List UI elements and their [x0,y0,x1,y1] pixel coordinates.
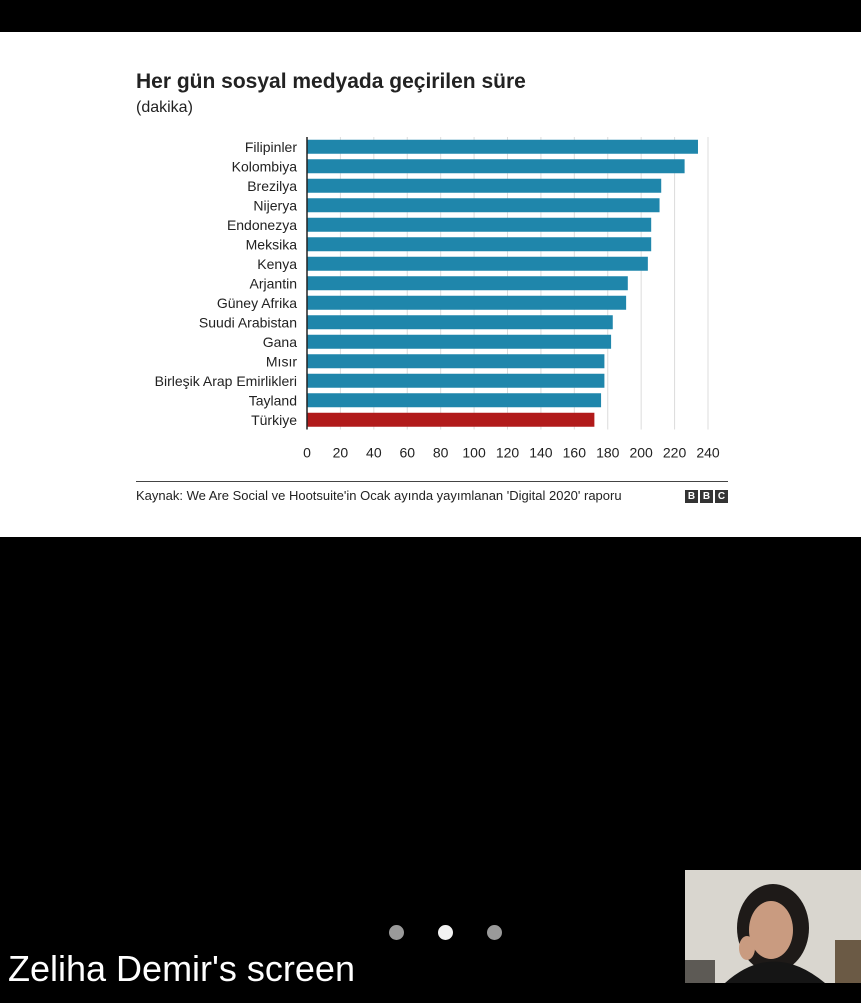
page-dot-active[interactable] [438,925,453,940]
chart-subtitle: (dakika) [136,99,193,116]
bar [307,237,652,252]
category-label: Meksika [246,236,298,252]
category-label: Nijerya [253,197,297,213]
participant-video-thumbnail[interactable] [685,870,861,983]
category-label: Güney Afrika [217,295,297,311]
x-tick-label: 200 [629,445,653,461]
page-dot[interactable] [487,925,502,940]
x-tick-label: 140 [529,445,553,461]
x-tick-label: 220 [663,445,687,461]
bar [307,256,648,271]
logo-letter: B [685,490,698,503]
category-label: Türkiye [251,412,297,428]
category-label: Kenya [257,256,297,272]
bar [307,354,605,369]
source-divider [136,481,728,482]
bar-chart: Filipinler Kolombiya Brezilya Nijerya Endone… [155,137,720,461]
category-label: Filipinler [245,139,297,155]
x-tick-label: 20 [333,445,349,461]
x-tick-label: 60 [399,445,415,461]
bar [307,315,613,330]
bar [307,295,627,310]
category-label: Kolombiya [232,158,298,174]
bar [307,198,660,213]
x-tick-label: 40 [366,445,382,461]
x-tick-label: 180 [596,445,620,461]
x-tick-label: 160 [563,445,587,461]
x-tick-label: 80 [433,445,449,461]
category-label: Mısır [266,353,297,369]
x-tick-label: 0 [303,445,311,461]
category-label: Tayland [249,392,297,408]
logo-letter: C [715,490,728,503]
bar [307,178,662,193]
presenter-screen-label: Zeliha Demir's screen [8,948,355,989]
page-dot[interactable] [389,925,404,940]
bar [307,373,605,388]
bar [307,276,628,291]
x-tick-label: 100 [462,445,486,461]
page-indicator[interactable] [389,925,502,940]
bar [307,334,612,349]
bar [307,139,698,154]
x-tick-label: 120 [496,445,520,461]
category-label: Gana [263,334,297,350]
category-label: Suudi Arabistan [199,314,297,330]
participant-avatar-icon [685,870,861,983]
bar [307,159,685,174]
bbc-logo: B B C [685,490,728,503]
bar [307,217,652,232]
category-label: Brezilya [247,178,297,194]
category-label: Arjantin [250,275,297,291]
logo-letter: B [700,490,713,503]
bar [307,412,595,427]
category-label: Birleşik Arap Emirlikleri [155,373,297,389]
category-label: Endonezya [227,217,297,233]
source-note: Kaynak: We Are Social ve Hootsuite'in Oc… [136,488,622,503]
bar [307,393,602,408]
chart-title: Her gün sosyal medyada geçirilen süre [136,70,526,93]
x-tick-label: 240 [696,445,720,461]
